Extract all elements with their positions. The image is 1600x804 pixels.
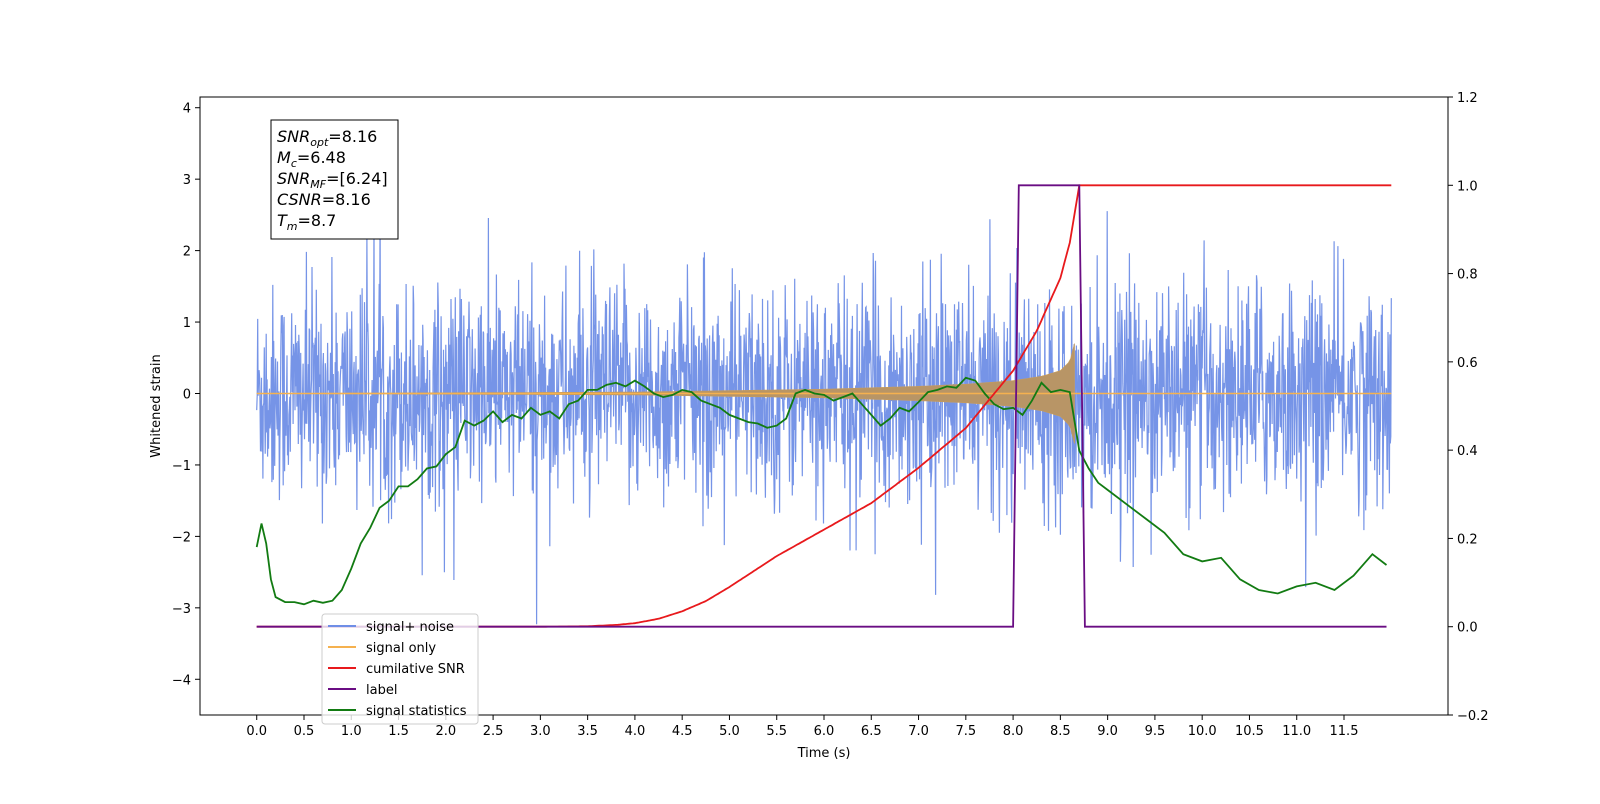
x-tick-label: 11.5: [1330, 724, 1359, 739]
y-tick-label: 4: [183, 102, 191, 117]
legend: signal+ noise signal only cumilative SNR la…: [321, 613, 479, 725]
x-tick-label: 6.5: [861, 724, 882, 739]
x-tick-label: 7.5: [955, 724, 976, 739]
x-tick-label: 5.0: [719, 724, 740, 739]
x-tick-label: 8.5: [1050, 724, 1071, 739]
series-signal-noise: [256, 189, 1392, 625]
series-signal-statistics: [255, 376, 1388, 606]
x-tick-label: 7.0: [908, 724, 929, 739]
info-box-line: SNRopt=8.16: [277, 127, 377, 149]
x-tick-label: 9.0: [1097, 724, 1118, 739]
x-tick-label: 0.5: [294, 724, 315, 739]
y-tick-label: 0: [183, 387, 191, 402]
y2-tick-label: 0.6: [1457, 356, 1478, 371]
y-tick-label: −2: [172, 530, 191, 545]
legend-label: label: [366, 683, 397, 698]
x-tick-label: 9.5: [1145, 724, 1166, 739]
x-tick-label: 10.0: [1188, 724, 1217, 739]
y2-tick-label: 0.4: [1457, 444, 1478, 459]
info-box-line: Tm=8.7: [277, 211, 336, 233]
info-box-line: Mc=6.48: [277, 148, 346, 170]
x-tick-label: 3.5: [577, 724, 598, 739]
y-tick-label: −3: [172, 602, 191, 617]
y-tick-label: −1: [172, 459, 191, 474]
y2-tick-label: 0.2: [1457, 532, 1478, 547]
info-box-line: SNRMF=[6.24]: [277, 169, 388, 191]
y2-tick-label: 0.0: [1457, 621, 1478, 636]
x-tick-label: 2.0: [435, 724, 456, 739]
x-tick-label: 0.0: [246, 724, 267, 739]
legend-label: signal+ noise: [366, 620, 454, 635]
y2-tick-label: 0.8: [1457, 268, 1478, 283]
y2-tick-label: 1.0: [1457, 179, 1478, 194]
info-box-frame: [270, 119, 399, 240]
y-axis-label: Whitened strain: [149, 354, 164, 457]
x-tick-label: 3.0: [530, 724, 551, 739]
x-tick-label: 5.5: [766, 724, 787, 739]
axes-layer: 0.0 0.5 1.0 1.5 2.0 2.5 3.0 3.5 4.0 4.5 5.0 5.5 6.0 6…: [149, 91, 1489, 761]
x-tick-label: 1.5: [388, 724, 409, 739]
y-tick-label: 2: [183, 245, 191, 260]
x-tick-label: 2.5: [483, 724, 504, 739]
legend-label: signal statistics: [366, 704, 467, 719]
info-box-line: CSNR=8.16: [277, 190, 371, 209]
series-label: [256, 184, 1387, 628]
x-axis-label: Time (s): [797, 746, 851, 761]
y-tick-label: 1: [183, 316, 191, 331]
x-tick-label: 10.5: [1235, 724, 1264, 739]
x-tick-label: 11.0: [1282, 724, 1311, 739]
x-tick-label: 6.0: [814, 724, 835, 739]
y-tick-label: −4: [172, 673, 191, 688]
y2-tick-label: −0.2: [1457, 709, 1489, 724]
legend-frame: [321, 613, 479, 725]
legend-label: cumilative SNR: [366, 662, 465, 677]
series-layer: [255, 184, 1392, 628]
legend-label: signal only: [366, 641, 436, 656]
x-tick-label: 4.0: [625, 724, 646, 739]
x-tick-label: 8.0: [1003, 724, 1024, 739]
x-tick-label: 4.5: [672, 724, 693, 739]
x-tick-label: 1.0: [341, 724, 362, 739]
y-tick-label: 3: [183, 173, 191, 188]
y2-tick-label: 1.2: [1457, 91, 1478, 106]
